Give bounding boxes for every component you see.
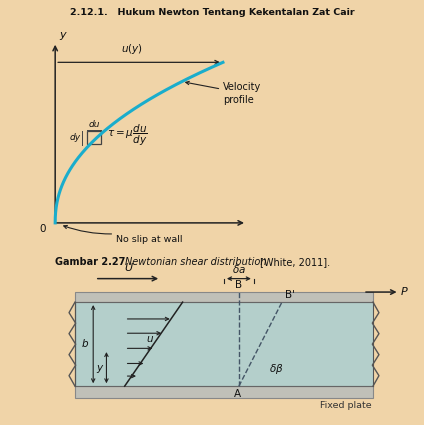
Text: U: U bbox=[124, 263, 132, 273]
Text: A: A bbox=[234, 388, 241, 399]
Text: Newtonian shear distribution: Newtonian shear distribution bbox=[125, 257, 270, 267]
Text: du: du bbox=[88, 120, 100, 129]
Text: y: y bbox=[59, 30, 66, 40]
Text: $u(y)$: $u(y)$ bbox=[121, 42, 143, 56]
Text: B: B bbox=[235, 280, 243, 290]
Text: Velocity
profile: Velocity profile bbox=[223, 82, 261, 105]
Text: $\tau = \mu\dfrac{du}{dy}$: $\tau = \mu\dfrac{du}{dy}$ bbox=[107, 123, 148, 148]
Text: [White, 2011].: [White, 2011]. bbox=[260, 257, 330, 267]
Text: $\delta\beta$: $\delta\beta$ bbox=[269, 363, 283, 377]
Bar bbox=[75, 292, 373, 302]
Bar bbox=[75, 302, 373, 386]
Text: 0: 0 bbox=[39, 224, 46, 235]
Text: dy: dy bbox=[70, 133, 81, 142]
Bar bbox=[75, 386, 373, 398]
Text: b: b bbox=[81, 339, 88, 349]
Text: B': B' bbox=[285, 290, 295, 300]
Text: $\delta a$: $\delta a$ bbox=[232, 263, 246, 275]
Text: No slip at wall: No slip at wall bbox=[116, 235, 182, 244]
Text: P: P bbox=[401, 287, 408, 297]
Bar bbox=[87, 130, 101, 144]
Text: 2.12.1.   Hukum Newton Tentang Kekentalan Zat Cair: 2.12.1. Hukum Newton Tentang Kekentalan … bbox=[70, 8, 354, 17]
Text: Gambar 2.27: Gambar 2.27 bbox=[55, 257, 129, 267]
Text: y: y bbox=[97, 363, 103, 373]
Text: u: u bbox=[146, 334, 153, 344]
Text: Fixed plate: Fixed plate bbox=[320, 401, 371, 410]
